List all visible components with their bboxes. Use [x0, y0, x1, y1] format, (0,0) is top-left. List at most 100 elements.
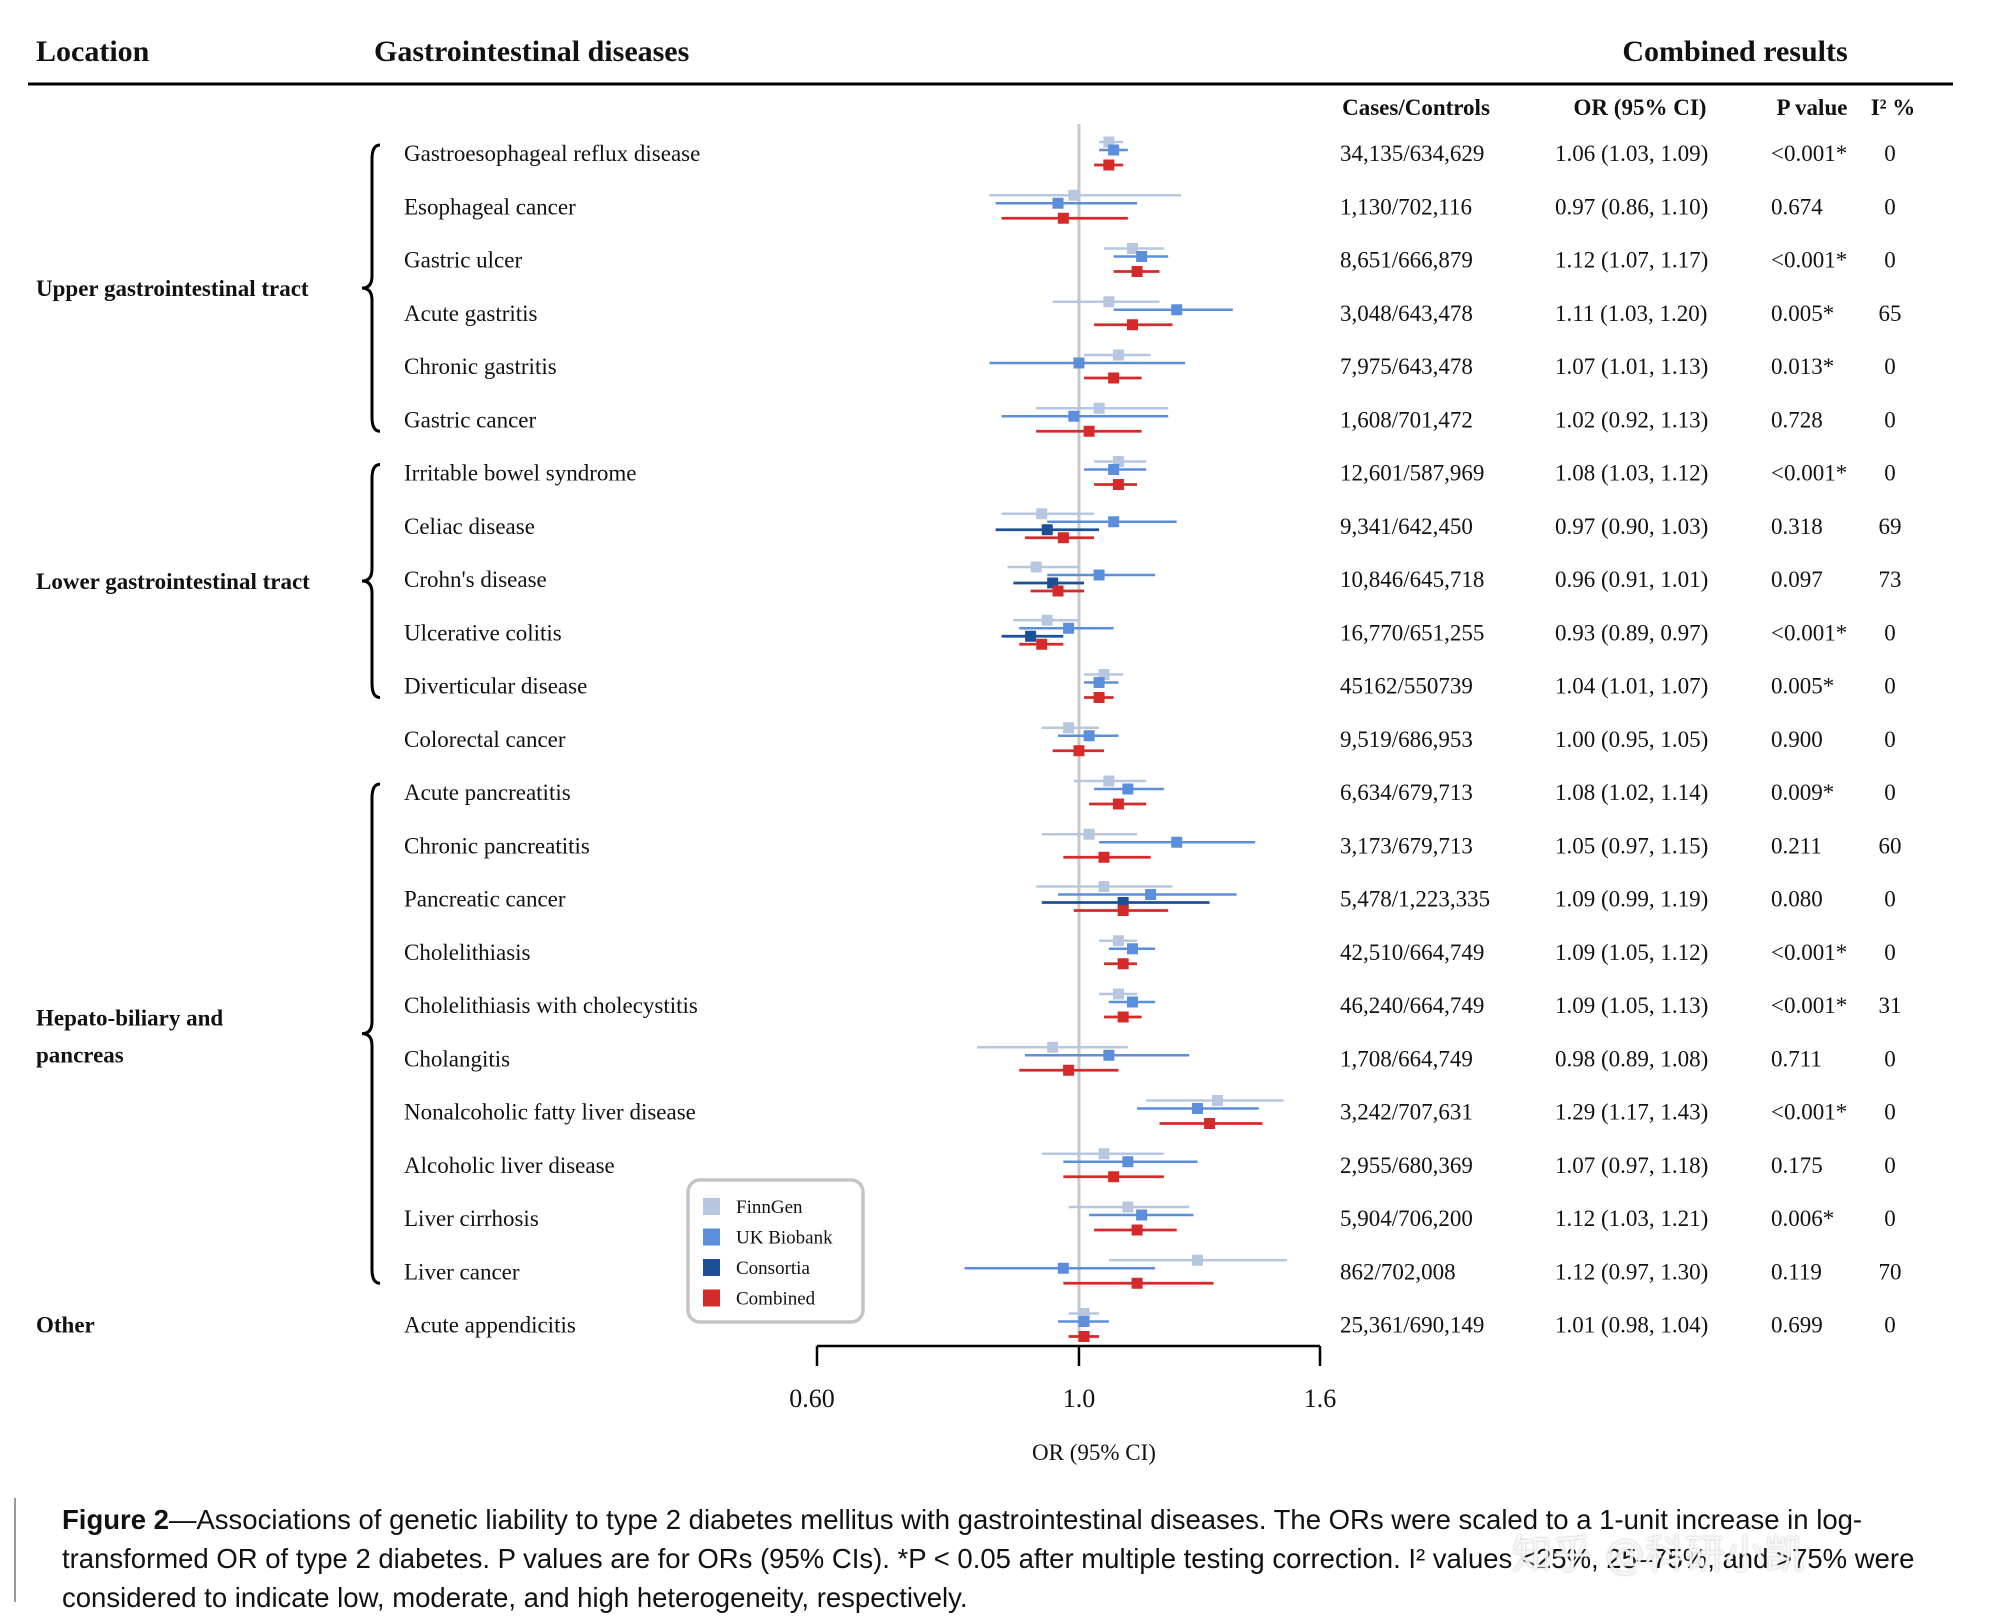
point-combined: [1117, 905, 1129, 916]
header-location: Location: [36, 35, 150, 68]
point-finngen: [1083, 828, 1095, 840]
point-combined: [1108, 372, 1120, 384]
point-ukbiobank: [1122, 1156, 1134, 1168]
legend-label-finngen: FinnGen: [736, 1197, 803, 1218]
point-combined: [1131, 1224, 1143, 1236]
disease-label: Crohn's disease: [404, 567, 547, 592]
point-combined: [1036, 638, 1048, 650]
p-value: <0.001*: [1771, 461, 1847, 486]
point-finngen: [1211, 1095, 1223, 1106]
or-ci-value: 1.09 (0.99, 1.19): [1555, 887, 1708, 912]
cases-controls-value: 5,478/1,223,335: [1340, 887, 1490, 912]
or-ci-value: 1.00 (0.95, 1.05): [1555, 727, 1708, 752]
point-combined: [1126, 319, 1138, 331]
point-combined: [1108, 1171, 1120, 1183]
cases-controls-value: 46,240/664,749: [1340, 993, 1484, 1018]
i2-value: 0: [1884, 780, 1896, 805]
point-ukbiobank: [1083, 730, 1095, 742]
or-ci-value: 1.08 (1.02, 1.14): [1555, 780, 1708, 805]
or-ci-value: 1.12 (1.07, 1.17): [1555, 248, 1708, 273]
col-or-ci: OR (95% CI): [1574, 95, 1707, 120]
p-value: <0.001*: [1771, 620, 1847, 645]
disease-label: Celiac disease: [404, 514, 535, 539]
p-value: <0.001*: [1771, 141, 1847, 166]
i2-value: 0: [1884, 674, 1896, 699]
disease-label: Gastric ulcer: [404, 248, 522, 273]
point-ukbiobank: [1126, 996, 1138, 1008]
or-ci-value: 1.12 (0.97, 1.30): [1555, 1259, 1708, 1284]
i2-value: 0: [1884, 1100, 1896, 1125]
p-value: 0.900: [1771, 727, 1823, 752]
disease-label: Acute pancreatitis: [404, 780, 571, 805]
disease-label: Cholelithiasis: [404, 940, 531, 965]
or-ci-value: 0.98 (0.89, 1.08): [1555, 1046, 1708, 1071]
disease-label: Diverticular disease: [404, 674, 587, 699]
or-ci-value: 1.11 (1.03, 1.20): [1555, 301, 1707, 326]
point-combined: [1052, 585, 1064, 597]
point-ukbiobank: [1108, 516, 1120, 528]
p-value: 0.013*: [1771, 354, 1834, 379]
point-consortia: [1047, 577, 1059, 589]
p-value: <0.001*: [1771, 993, 1847, 1018]
point-finngen: [1078, 1308, 1090, 1319]
group-label: Upper gastrointestinal tract: [36, 276, 309, 301]
p-value: 0.728: [1771, 407, 1823, 432]
i2-value: 0: [1884, 141, 1896, 166]
figure-caption: Figure 2—Associations of genetic liabili…: [62, 1500, 1962, 1617]
i2-value: 70: [1879, 1259, 1902, 1284]
cases-controls-value: 9,519/686,953: [1340, 727, 1473, 752]
disease-label: Cholangitis: [404, 1046, 510, 1071]
point-finngen: [1098, 1148, 1110, 1160]
p-value: 0.009*: [1771, 780, 1834, 805]
point-finngen: [1112, 456, 1124, 467]
i2-value: 69: [1879, 514, 1902, 539]
disease-label: Gastric cancer: [404, 407, 537, 432]
or-ci-value: 1.05 (0.97, 1.15): [1555, 833, 1708, 858]
point-ukbiobank: [1136, 251, 1148, 262]
point-finngen: [1093, 402, 1105, 414]
point-consortia: [1041, 524, 1053, 536]
legend-swatch-consortia: [703, 1259, 720, 1276]
cases-controls-value: 12,601/587,969: [1340, 461, 1484, 486]
point-finngen: [1112, 935, 1124, 947]
point-finngen: [1103, 296, 1115, 308]
group-label-line1: Hepato-biliary and: [36, 1006, 223, 1031]
point-finngen: [1030, 561, 1042, 573]
group-brace: [361, 143, 381, 433]
col-cases-controls: Cases/Controls: [1342, 95, 1490, 120]
disease-label: Cholelithiasis with cholecystitis: [404, 993, 698, 1018]
point-ukbiobank: [1145, 889, 1157, 900]
cases-controls-value: 7,975/643,478: [1340, 354, 1473, 379]
point-combined: [1083, 425, 1095, 437]
legend-label-combined: Combined: [736, 1289, 816, 1310]
legend-swatch-combined: [703, 1289, 720, 1307]
or-ci-value: 1.12 (1.03, 1.21): [1555, 1206, 1708, 1231]
point-ukbiobank: [1078, 1316, 1090, 1327]
disease-label: Acute gastritis: [404, 301, 538, 326]
i2-value: 0: [1884, 1206, 1896, 1231]
point-ukbiobank: [1073, 357, 1085, 369]
x-axis-label: OR (95% CI): [1032, 1440, 1156, 1465]
p-value: 0.005*: [1771, 301, 1834, 326]
or-ci-value: 0.93 (0.89, 0.97): [1555, 620, 1708, 645]
i2-value: 31: [1879, 993, 1902, 1018]
i2-value: 0: [1884, 1153, 1896, 1178]
disease-label: Chronic gastritis: [404, 354, 557, 379]
point-finngen: [1098, 669, 1110, 680]
cases-controls-value: 3,048/643,478: [1340, 301, 1473, 326]
cases-controls-value: 42,510/664,749: [1340, 940, 1484, 965]
p-value: <0.001*: [1771, 940, 1847, 965]
disease-label: Liver cancer: [404, 1259, 520, 1284]
point-combined: [1131, 266, 1143, 277]
i2-value: 0: [1884, 407, 1896, 432]
point-combined: [1057, 212, 1069, 224]
point-combined: [1112, 798, 1124, 810]
point-finngen: [1112, 988, 1124, 1000]
or-ci-value: 1.29 (1.17, 1.43): [1555, 1100, 1708, 1125]
or-ci-value: 1.09 (1.05, 1.13): [1555, 993, 1708, 1018]
group-brace: [361, 782, 381, 1285]
point-finngen: [1047, 1041, 1059, 1053]
header-combined-results: Combined results: [1622, 35, 1847, 68]
point-finngen: [1103, 136, 1115, 148]
col-p-value: P value: [1777, 95, 1848, 120]
